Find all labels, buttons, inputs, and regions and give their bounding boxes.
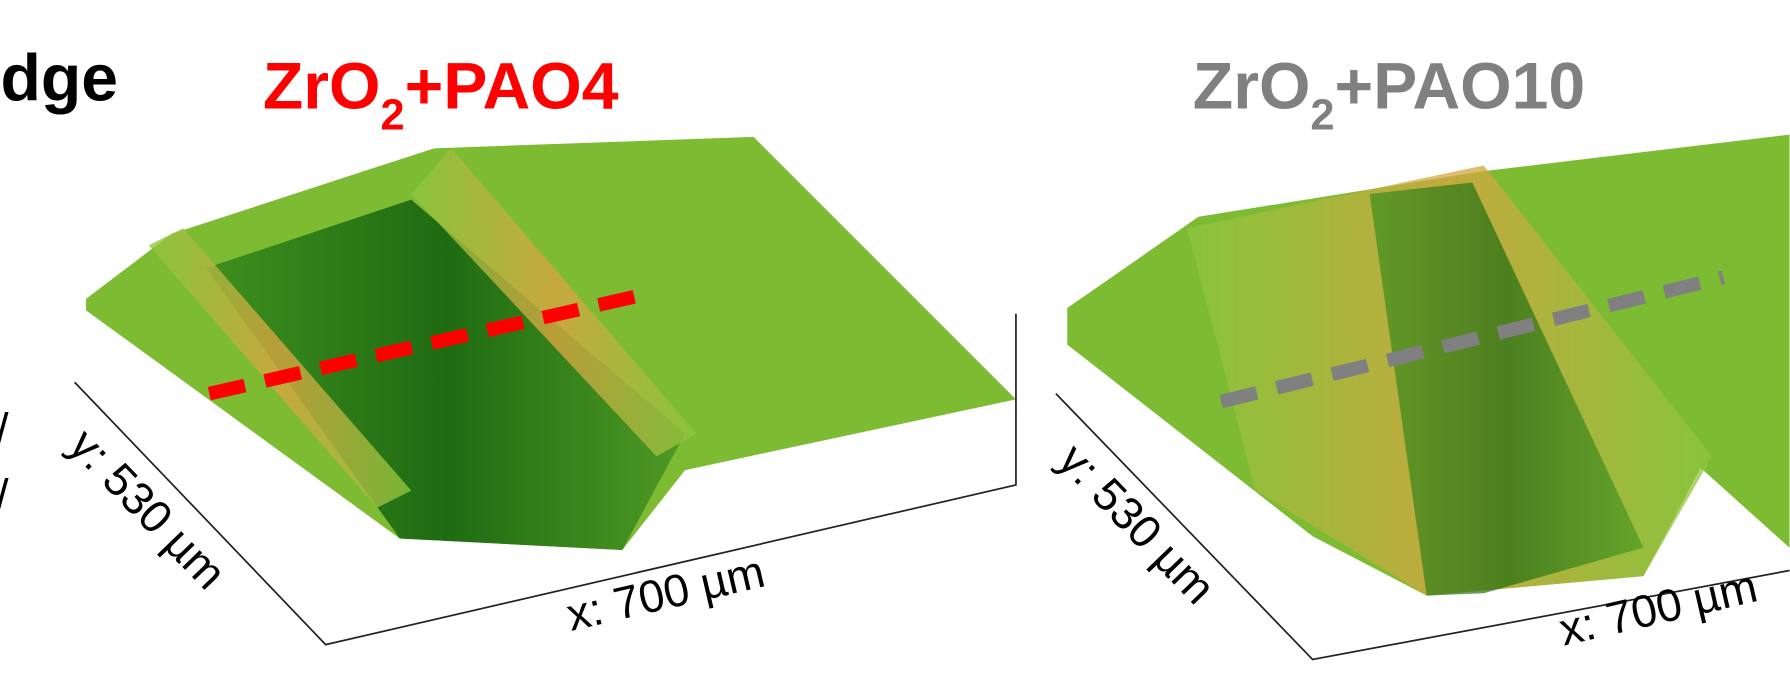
title-sub: 2	[1310, 91, 1334, 139]
title-rest: +PAO10	[1335, 49, 1586, 123]
title-fragment: dge	[0, 41, 118, 115]
title-rest: +PAO4	[405, 49, 619, 123]
profile-line	[1219, 270, 1725, 409]
left-fragment: /	[0, 404, 9, 455]
axis-frame	[74, 313, 1017, 646]
y-axis-label: y: 530 µm	[1049, 434, 1225, 614]
panel-title: ZrO2+PAO10	[1193, 49, 1585, 139]
axis-frame	[1055, 393, 1790, 661]
surface-ridge	[148, 228, 412, 508]
panel: ZrO2+PAO10 y: 530 µm x: 700 µm	[1049, 49, 1790, 661]
panel-title: ZrO2+PAO4	[263, 49, 619, 139]
surface-groove	[205, 199, 686, 550]
y-axis-label: y: 530 µm	[59, 419, 235, 599]
panel: ZrO2+PAO4 y: 530 µm x: 700 µm	[59, 49, 1017, 646]
profile-line	[207, 287, 647, 401]
title-sub: 2	[381, 91, 405, 139]
surface-groove	[1369, 182, 1644, 596]
title-main: ZrO	[1193, 49, 1311, 123]
x-axis-label: x: 700 µm	[562, 546, 770, 641]
surface-ridge	[411, 148, 697, 457]
left-fragment: /	[0, 470, 9, 521]
title-main: ZrO	[263, 49, 381, 123]
